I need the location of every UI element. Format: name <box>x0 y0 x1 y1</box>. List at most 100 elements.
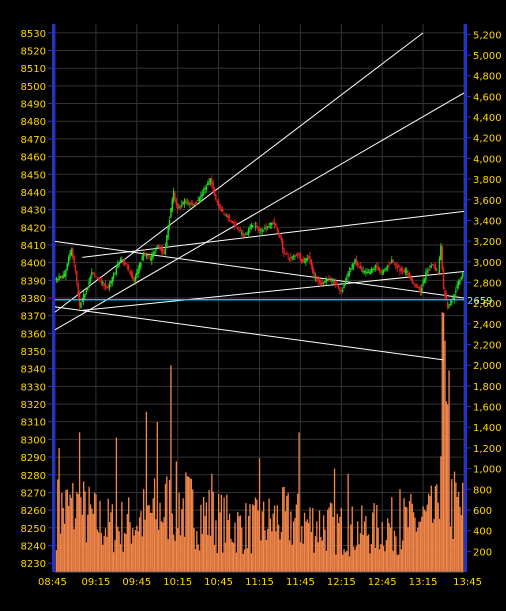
candle-body <box>221 208 224 212</box>
candle-body <box>127 265 130 270</box>
candle-body <box>110 281 112 284</box>
candle-body <box>295 255 298 257</box>
volume-bar <box>167 539 169 572</box>
volume-bar <box>316 521 318 572</box>
volume-tick-label: 4,400 <box>473 113 502 124</box>
candle-body <box>331 278 333 280</box>
candle-body <box>179 206 182 208</box>
candle-body <box>62 275 64 279</box>
volume-bar <box>447 404 449 572</box>
candle-body <box>96 278 98 280</box>
candle-body <box>373 268 375 270</box>
volume-bar <box>230 538 232 572</box>
candle-body <box>181 204 183 207</box>
volume-bar <box>74 518 77 572</box>
candle-body <box>291 257 293 259</box>
volume-bar <box>200 504 202 572</box>
candle-body <box>65 269 67 277</box>
candle-body <box>287 255 289 258</box>
volume-bar <box>93 492 96 572</box>
volume-bar <box>228 513 231 572</box>
volume-bar <box>329 502 332 572</box>
candle-body <box>149 258 152 260</box>
volume-bar <box>138 517 141 572</box>
candle-body <box>262 230 265 232</box>
candle-body <box>325 279 328 282</box>
volume-bar <box>317 542 319 572</box>
volume-bar <box>163 517 165 572</box>
candle-body <box>138 263 141 269</box>
candle-body <box>160 248 163 251</box>
volume-bar <box>91 508 93 572</box>
volume-bar <box>174 540 176 572</box>
volume-bar <box>444 340 446 572</box>
candle-body <box>196 201 198 203</box>
volume-bar <box>220 494 223 572</box>
time-tick-label: 09:45 <box>122 577 151 588</box>
candle-body <box>352 264 355 267</box>
volume-bar <box>178 492 180 572</box>
volume-bar <box>378 549 381 572</box>
time-tick-label: 13:15 <box>409 577 438 588</box>
candle-body <box>91 272 93 276</box>
price-tick-label: 8330 <box>21 382 46 393</box>
candle-body <box>114 273 116 275</box>
candle-body <box>361 268 363 271</box>
candle-body <box>74 265 77 271</box>
volume-bar <box>402 540 404 572</box>
time-tick-label: 11:15 <box>245 577 274 588</box>
candle-body <box>429 265 431 267</box>
candle-body <box>350 268 352 270</box>
volume-bar <box>209 535 212 572</box>
candle-body <box>299 254 302 260</box>
price-tick-label: 8460 <box>21 153 46 164</box>
candle-body <box>253 223 255 225</box>
candle-body <box>61 275 63 279</box>
candle-body <box>258 229 261 231</box>
candle-body <box>97 277 100 281</box>
volume-bar <box>442 312 445 572</box>
volume-bar <box>258 458 261 572</box>
volume-bar <box>407 527 409 572</box>
candle-body <box>185 200 187 203</box>
volume-bar <box>417 527 419 572</box>
volume-bar <box>102 544 104 572</box>
volume-bar <box>404 506 407 572</box>
candle-body <box>399 268 401 272</box>
volume-bar <box>284 511 287 572</box>
candle-body <box>73 255 75 263</box>
volume-bar <box>257 510 259 572</box>
candle-body <box>391 260 393 264</box>
volume-bar <box>262 501 265 572</box>
reference-label: 2659 <box>467 296 492 307</box>
volume-bar <box>145 411 148 572</box>
volume-bar <box>147 505 149 572</box>
volume-bar <box>249 504 251 572</box>
volume-bar <box>359 533 362 572</box>
volume-bar <box>247 516 250 572</box>
volume-bar <box>384 551 386 572</box>
volume-bars <box>55 312 464 572</box>
candle-body <box>242 233 244 237</box>
candle-body <box>440 245 442 260</box>
price-tick-label: 8340 <box>21 365 46 376</box>
volume-bar <box>393 530 396 572</box>
candle-body <box>140 262 142 267</box>
volume-bar <box>399 489 401 572</box>
volume-bar <box>292 521 295 572</box>
volume-bar <box>70 497 73 572</box>
volume-bar <box>286 495 288 572</box>
volume-bar <box>436 484 438 572</box>
candle-body <box>136 272 138 276</box>
candle-body <box>400 267 402 272</box>
candle-body <box>82 294 85 301</box>
candle-body <box>205 186 208 190</box>
time-axis-ticks: 08:45 09:15 09:45 10:15 10:45 11:15 11:45 12:15… <box>38 577 482 588</box>
volume-bar <box>133 535 135 572</box>
volume-bar <box>224 542 227 572</box>
candle-body <box>72 248 74 258</box>
volume-bar <box>203 496 205 572</box>
candle-body <box>392 259 394 263</box>
candle-body <box>266 226 269 228</box>
candle-body <box>76 270 78 283</box>
